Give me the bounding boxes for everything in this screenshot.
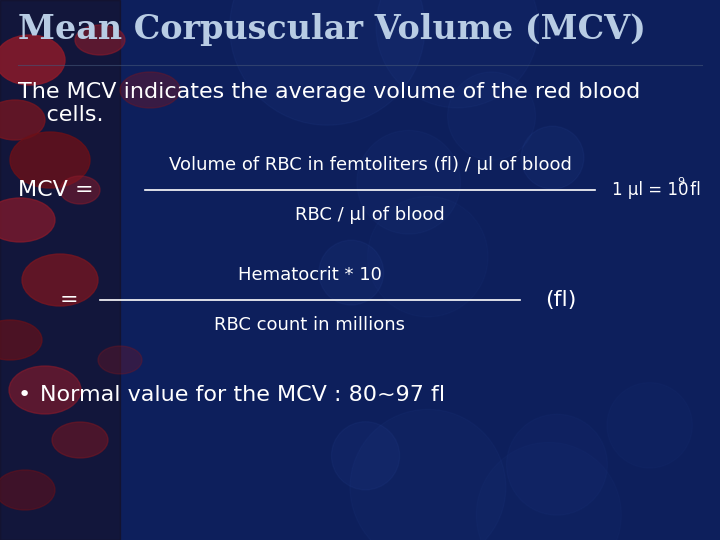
Circle shape xyxy=(319,240,384,305)
Text: (fl): (fl) xyxy=(545,290,577,310)
Circle shape xyxy=(448,72,536,160)
Text: •: • xyxy=(18,385,31,405)
Circle shape xyxy=(350,409,506,540)
Ellipse shape xyxy=(10,132,90,188)
Text: Normal value for the MCV : 80~97 fl: Normal value for the MCV : 80~97 fl xyxy=(40,385,445,405)
Circle shape xyxy=(357,131,461,234)
Text: fl: fl xyxy=(685,181,701,199)
Ellipse shape xyxy=(60,176,100,204)
Text: Volume of RBC in femtoliters (fl) / μl of blood: Volume of RBC in femtoliters (fl) / μl o… xyxy=(168,156,572,174)
Text: Hematocrit * 10: Hematocrit * 10 xyxy=(238,266,382,284)
Text: RBC / μl of blood: RBC / μl of blood xyxy=(295,206,445,224)
Ellipse shape xyxy=(9,366,81,414)
Ellipse shape xyxy=(75,25,125,55)
Ellipse shape xyxy=(98,346,142,374)
Circle shape xyxy=(507,414,608,515)
Ellipse shape xyxy=(0,100,45,140)
Ellipse shape xyxy=(0,320,42,360)
Ellipse shape xyxy=(120,72,180,108)
Ellipse shape xyxy=(0,35,65,85)
Circle shape xyxy=(230,0,425,125)
Text: MCV =: MCV = xyxy=(18,180,101,200)
Text: The MCV indicates the average volume of the red blood: The MCV indicates the average volume of … xyxy=(18,82,640,102)
Circle shape xyxy=(367,197,488,317)
Text: RBC count in millions: RBC count in millions xyxy=(215,316,405,334)
Circle shape xyxy=(376,0,539,108)
Ellipse shape xyxy=(52,422,108,458)
Text: cells.: cells. xyxy=(18,105,104,125)
Text: Mean Corpuscular Volume (MCV): Mean Corpuscular Volume (MCV) xyxy=(18,14,646,46)
Ellipse shape xyxy=(22,254,98,306)
Ellipse shape xyxy=(0,198,55,242)
Bar xyxy=(0,0,120,540)
Circle shape xyxy=(331,422,400,490)
Text: 9: 9 xyxy=(677,177,684,187)
Text: =: = xyxy=(60,290,78,310)
Text: 1 μl = 10: 1 μl = 10 xyxy=(612,181,688,199)
Ellipse shape xyxy=(0,470,55,510)
Circle shape xyxy=(521,126,584,189)
